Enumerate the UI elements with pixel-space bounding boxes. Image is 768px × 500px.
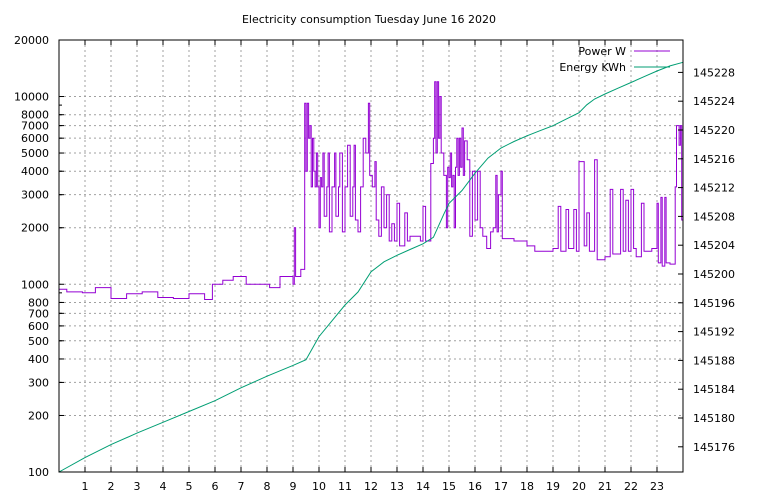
y2-tick-label: 145216 (693, 153, 735, 166)
chart-title: Electricity consumption Tuesday June 16 … (242, 13, 496, 26)
legend-label: Energy KWh (559, 61, 626, 74)
y2-tick-label: 145192 (693, 326, 735, 339)
x-tick-label: 11 (338, 480, 352, 493)
gridlines (59, 40, 683, 472)
y-tick-label: 300 (28, 376, 49, 389)
x-tick-label: 2 (108, 480, 115, 493)
x-tick-label: 22 (624, 480, 638, 493)
y-tick-label: 1000 (21, 278, 49, 291)
y2-tick-label: 145200 (693, 268, 735, 281)
x-tick-label: 10 (312, 480, 326, 493)
x-tick-label: 9 (290, 480, 297, 493)
y-tick-label: 2000 (21, 222, 49, 235)
x-tick-label: 7 (238, 480, 245, 493)
x-tick-label: 16 (468, 480, 482, 493)
x-tick-label: 13 (390, 480, 404, 493)
y2-tick-label: 145228 (693, 66, 735, 79)
y-tick-label: 600 (28, 320, 49, 333)
x-tick-label: 20 (572, 480, 586, 493)
legend-label: Power W (578, 45, 626, 58)
y2-tick-label: 145188 (693, 354, 735, 367)
y2-tick-label: 145224 (693, 95, 735, 108)
y-tick-label: 700 (28, 307, 49, 320)
y2-tick-label: 145204 (693, 239, 735, 252)
y2-tick-label: 145176 (693, 441, 735, 454)
y-tick-label: 7000 (21, 120, 49, 133)
y2-tick-label: 145220 (693, 124, 735, 137)
y-tick-label: 200 (28, 409, 49, 422)
series-line-power-w (59, 81, 683, 300)
y2-tick-label: 145208 (693, 210, 735, 223)
x-tick-label: 23 (650, 480, 664, 493)
y-tick-label: 5000 (21, 147, 49, 160)
y2-tick-label: 145212 (693, 182, 735, 195)
x-tick-label: 19 (546, 480, 560, 493)
x-tick-label: 4 (160, 480, 167, 493)
x-tick-label: 12 (364, 480, 378, 493)
y-tick-label: 20000 (14, 34, 49, 47)
x-tick-label: 3 (134, 480, 141, 493)
y-tick-label: 500 (28, 335, 49, 348)
x-tick-label: 14 (416, 480, 430, 493)
y-tick-label: 8000 (21, 109, 49, 122)
x-tick-label: 15 (442, 480, 456, 493)
x-tick-label: 5 (186, 480, 193, 493)
y-tick-label: 6000 (21, 132, 49, 145)
axes: 1 2 3 4 5 6 7 8 9 10 11 12 13 14 15 16 17 18 19 20 21 22 23100… (14, 34, 735, 493)
y-tick-label: 10000 (14, 91, 49, 104)
series-layer (58, 61, 684, 473)
x-tick-label: 21 (598, 480, 612, 493)
y-tick-label: 400 (28, 353, 49, 366)
y2-tick-label: 145180 (693, 412, 735, 425)
x-tick-label: 1 (82, 480, 89, 493)
y-tick-label: 4000 (21, 165, 49, 178)
series-line-energy-kwh (58, 61, 684, 473)
legend: Power W Energy KWh (559, 45, 670, 74)
y-tick-label: 800 (28, 296, 49, 309)
y2-tick-label: 145196 (693, 297, 735, 310)
y-tick-label: 100 (28, 466, 49, 479)
y-tick-label: 3000 (21, 189, 49, 202)
y2-tick-label: 145184 (693, 383, 735, 396)
x-tick-label: 8 (264, 480, 271, 493)
x-tick-label: 6 (212, 480, 219, 493)
x-tick-label: 18 (520, 480, 534, 493)
x-tick-label: 17 (494, 480, 508, 493)
plot-frame (58, 39, 684, 473)
